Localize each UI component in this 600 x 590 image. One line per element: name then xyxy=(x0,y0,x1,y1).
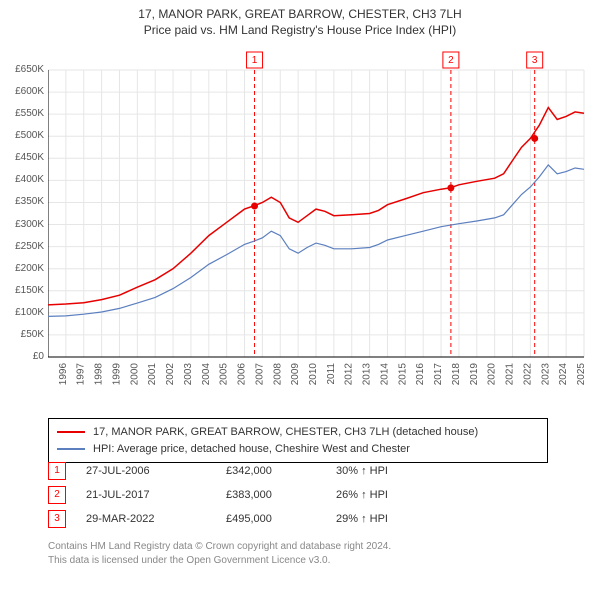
y-tick-label: £550K xyxy=(0,108,44,119)
svg-text:2024: 2024 xyxy=(558,363,569,386)
svg-text:3: 3 xyxy=(532,55,538,66)
legend-label-hpi: HPI: Average price, detached house, Ches… xyxy=(93,441,410,458)
event-price: £342,000 xyxy=(226,465,336,477)
legend-swatch-hpi xyxy=(57,448,85,450)
svg-text:2018: 2018 xyxy=(451,363,462,386)
legend-row-hpi: HPI: Average price, detached house, Ches… xyxy=(57,441,539,458)
svg-text:2021: 2021 xyxy=(505,363,516,386)
svg-text:1998: 1998 xyxy=(94,363,105,386)
event-row: 3 29-MAR-2022 £495,000 29% ↑ HPI xyxy=(48,510,548,528)
title-line-2: Price paid vs. HM Land Registry's House … xyxy=(0,22,600,38)
svg-text:2012: 2012 xyxy=(344,363,355,386)
svg-text:2004: 2004 xyxy=(201,363,212,386)
svg-text:2005: 2005 xyxy=(219,363,230,386)
y-tick-label: £350K xyxy=(0,196,44,207)
svg-text:2001: 2001 xyxy=(147,363,158,386)
legend-swatch-price-paid xyxy=(57,431,85,433)
y-tick-label: £250K xyxy=(0,241,44,252)
svg-text:2020: 2020 xyxy=(487,363,498,386)
y-tick-label: £150K xyxy=(0,285,44,296)
svg-text:2003: 2003 xyxy=(183,363,194,386)
event-delta: 26% ↑ HPI xyxy=(336,489,388,501)
event-date: 29-MAR-2022 xyxy=(86,513,226,525)
event-delta: 29% ↑ HPI xyxy=(336,513,388,525)
svg-text:2022: 2022 xyxy=(522,363,533,386)
svg-text:2013: 2013 xyxy=(362,363,373,386)
event-date: 27-JUL-2006 xyxy=(86,465,226,477)
svg-text:2016: 2016 xyxy=(415,363,426,386)
legend-row-price-paid: 17, MANOR PARK, GREAT BARROW, CHESTER, C… xyxy=(57,424,539,441)
svg-text:2009: 2009 xyxy=(290,363,301,386)
svg-text:2011: 2011 xyxy=(326,363,337,385)
y-tick-label: £200K xyxy=(0,263,44,274)
y-tick-label: £650K xyxy=(0,64,44,75)
event-row: 2 21-JUL-2017 £383,000 26% ↑ HPI xyxy=(48,486,548,504)
legend-box: 17, MANOR PARK, GREAT BARROW, CHESTER, C… xyxy=(48,418,548,463)
y-tick-label: £50K xyxy=(0,329,44,340)
price-chart: 1 2 3 1995 1996 1997 1998 1999 2000 2001 2002 2003 2… xyxy=(48,50,586,395)
svg-text:1999: 1999 xyxy=(111,363,122,386)
event-marker-icon: 1 xyxy=(48,462,66,480)
y-tick-label: £400K xyxy=(0,174,44,185)
legend-label-price-paid: 17, MANOR PARK, GREAT BARROW, CHESTER, C… xyxy=(93,424,478,441)
y-tick-label: £500K xyxy=(0,130,44,141)
svg-text:2015: 2015 xyxy=(397,363,408,386)
y-tick-label: £450K xyxy=(0,152,44,163)
svg-text:2008: 2008 xyxy=(272,363,283,386)
chart-container: 17, MANOR PARK, GREAT BARROW, CHESTER, C… xyxy=(0,0,600,590)
event-marker-icon: 2 xyxy=(48,486,66,504)
svg-text:1997: 1997 xyxy=(76,363,87,386)
svg-text:1995: 1995 xyxy=(48,363,51,386)
footer-line-2: This data is licensed under the Open Gov… xyxy=(48,554,391,568)
svg-text:2: 2 xyxy=(448,55,454,66)
event-price: £495,000 xyxy=(226,513,336,525)
svg-text:2010: 2010 xyxy=(308,363,319,386)
svg-text:2017: 2017 xyxy=(433,363,444,386)
title-block: 17, MANOR PARK, GREAT BARROW, CHESTER, C… xyxy=(0,0,600,38)
svg-text:2019: 2019 xyxy=(469,363,480,386)
y-tick-label: £600K xyxy=(0,86,44,97)
svg-text:2000: 2000 xyxy=(129,363,140,386)
svg-text:2007: 2007 xyxy=(254,363,265,386)
y-tick-label: £100K xyxy=(0,307,44,318)
event-row: 1 27-JUL-2006 £342,000 30% ↑ HPI xyxy=(48,462,548,480)
svg-text:2002: 2002 xyxy=(165,363,176,386)
svg-text:2014: 2014 xyxy=(379,363,390,386)
svg-text:1996: 1996 xyxy=(58,363,69,386)
event-price: £383,000 xyxy=(226,489,336,501)
event-marker-icon: 3 xyxy=(48,510,66,528)
y-tick-label: £0 xyxy=(0,351,44,362)
svg-text:2025: 2025 xyxy=(576,363,586,386)
footer-attribution: Contains HM Land Registry data © Crown c… xyxy=(48,540,391,567)
events-block: 1 27-JUL-2006 £342,000 30% ↑ HPI 2 21-JU… xyxy=(48,462,548,534)
svg-text:1: 1 xyxy=(252,55,258,66)
svg-text:2006: 2006 xyxy=(237,363,248,386)
title-line-1: 17, MANOR PARK, GREAT BARROW, CHESTER, C… xyxy=(0,6,600,22)
y-tick-label: £300K xyxy=(0,219,44,230)
event-delta: 30% ↑ HPI xyxy=(336,465,388,477)
event-date: 21-JUL-2017 xyxy=(86,489,226,501)
footer-line-1: Contains HM Land Registry data © Crown c… xyxy=(48,540,391,554)
svg-text:2023: 2023 xyxy=(540,363,551,386)
